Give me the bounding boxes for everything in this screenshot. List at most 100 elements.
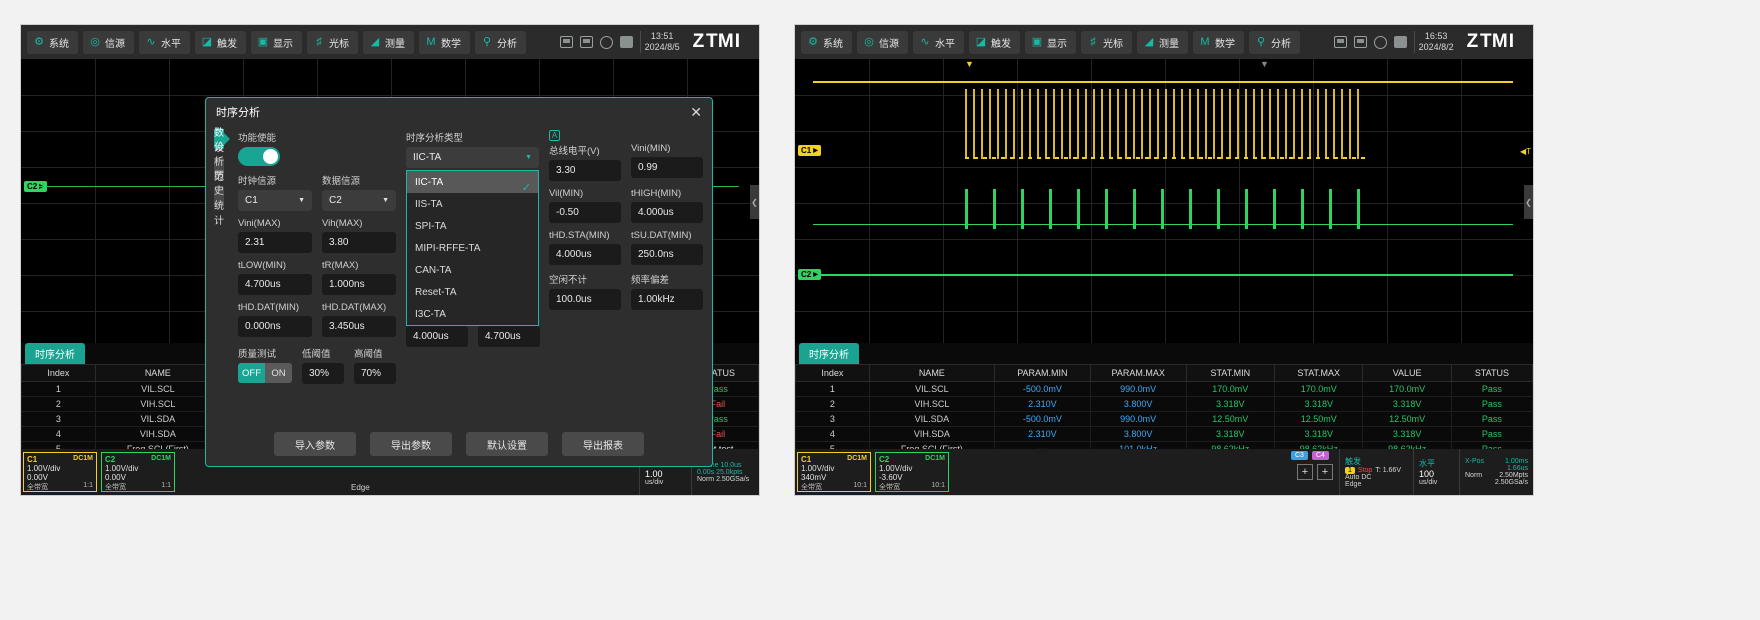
toolbar-item-system[interactable]: ⚙ 系统 — [801, 30, 852, 54]
chip-c3[interactable]: C3 — [1291, 451, 1308, 460]
screenshot-icon[interactable] — [559, 36, 573, 48]
channel-marker-c1[interactable]: C1 — [798, 145, 821, 156]
trigger-position-marker-c1[interactable]: ▼ — [965, 59, 974, 69]
toolbar-item-system[interactable]: ⚙ 系统 — [27, 30, 78, 54]
horizontal-settings-right[interactable]: 水平 100 us/div — [1413, 449, 1459, 495]
hidden-input-2[interactable]: 4.700us — [478, 326, 540, 347]
channel-box-c1[interactable]: C1 DC1M 1.00V/div 340mV 全带宽 10:1 — [797, 452, 871, 492]
quality-test-toggle[interactable]: OFF ON — [238, 363, 292, 383]
th-status: STATUS — [1450, 364, 1533, 382]
quality-on-option[interactable]: ON — [265, 363, 292, 383]
waveform-area-right[interactable]: C1 C2 ◀T ▼ ▼ ❮ — [795, 59, 1533, 345]
tlow-min-input[interactable]: 4.700us — [238, 274, 312, 295]
toolbar-item-cursor[interactable]: ♯ 光标 — [307, 30, 358, 54]
toolbar-item-trigger[interactable]: ◪ 触发 — [969, 30, 1020, 54]
channel-box-c1[interactable]: C1 DC1M 1.00V/div 0.00V 全带宽 1:1 — [23, 452, 97, 492]
cell-stat-min: 12.50mV — [1185, 411, 1276, 427]
results-tab-label[interactable]: 时序分析 — [25, 343, 85, 364]
save-icon[interactable] — [1353, 36, 1367, 48]
toolbar-item-analysis[interactable]: ⚲ 分析 — [475, 30, 526, 54]
vini-min-input[interactable]: 0.99 — [631, 157, 703, 178]
dropdown-option-spi-ta[interactable]: SPI-TA — [415, 220, 447, 232]
field-tlow-min: tLOW(MIN) 4.700us — [238, 260, 312, 295]
vil-min-input[interactable]: -0.50 — [549, 202, 621, 223]
quickaction-icon[interactable] — [619, 36, 633, 48]
add-channel-button-1[interactable]: + — [1297, 464, 1313, 480]
timebase-info-right[interactable]: X-Pos 1.00ms 1.66us Norm 2.50Mpts 2.50GSa/… — [1459, 449, 1533, 495]
panel-collapse-handle[interactable]: ❮ — [1524, 185, 1533, 219]
math-icon: M — [1200, 35, 1210, 48]
table-row[interactable]: 2 VIH.SCL 2.310V 3.800V 3.318V 3.318V 3.318V Pa… — [795, 396, 1533, 412]
tsudat-min-input[interactable]: 250.0ns — [631, 244, 703, 265]
panel-collapse-handle[interactable]: ❮ — [750, 185, 759, 219]
dropdown-option-iic-ta[interactable]: IIC-TA ✓ — [407, 171, 538, 194]
dropdown-option-iis-ta[interactable]: IIS-TA — [415, 198, 443, 210]
toolbar-item-math[interactable]: M 数学 — [419, 30, 470, 54]
channel-box-c2[interactable]: C2 DC1M 1.00V/div 0.00V 全带宽 1:1 — [101, 452, 175, 492]
thddat-min-input[interactable]: 0.000ns — [238, 316, 312, 337]
vih-max-input[interactable]: 3.80 — [322, 232, 396, 253]
results-tab-label[interactable]: 时序分析 — [799, 343, 859, 364]
quality-off-option[interactable]: OFF — [238, 363, 265, 383]
channel-marker-c2[interactable]: C2 — [24, 181, 47, 192]
trigger-settings-right[interactable]: 触发 1 Stop T: 1.66V Auto DC Edge — [1339, 449, 1413, 495]
ch-name: C2 — [105, 455, 116, 464]
tr-max-input[interactable]: 1.000ns — [322, 274, 396, 295]
close-icon[interactable]: ✕ — [690, 104, 702, 120]
toolbar-item-measure[interactable]: ◢ 测量 — [1137, 30, 1188, 54]
function-enable-toggle[interactable] — [238, 147, 280, 166]
dropdown-option-mipi-rffe-ta[interactable]: MIPI-RFFE-TA — [415, 242, 481, 254]
data-source-select[interactable]: C2 ▼ — [322, 190, 396, 211]
sample-rate: 2.50GSa/s — [1494, 479, 1528, 486]
analysis-type-select[interactable]: IIC-TA ▼ — [406, 147, 539, 168]
ch-name: C1 — [801, 455, 812, 464]
thigh-min-input[interactable]: 4.000us — [631, 202, 703, 223]
high-threshold-input[interactable]: 70% — [354, 363, 396, 384]
hidden-input-1[interactable]: 4.000us — [406, 326, 468, 347]
toolbar-item-source[interactable]: ◎ 信源 — [83, 30, 134, 54]
screenshot-icon[interactable] — [1333, 36, 1347, 48]
toolbar-item-horizontal[interactable]: ∿ 水平 — [139, 30, 190, 54]
table-row[interactable]: 4 VIH.SDA 2.310V 3.800V 3.318V 3.318V 3.318V Pa… — [795, 426, 1533, 442]
import-params-button[interactable]: 导入参数 — [274, 432, 356, 456]
export-report-button[interactable]: 导出报表 — [562, 432, 644, 456]
bus-level-input[interactable]: 3.30 — [549, 160, 621, 181]
toolbar-item-display[interactable]: ▣ 显示 — [251, 30, 302, 54]
trigger-level-marker[interactable]: ◀T — [1519, 147, 1531, 156]
thdsta-min-input[interactable]: 4.000us — [549, 244, 621, 265]
channel-marker-c2[interactable]: C2 — [798, 269, 821, 280]
add-channel-button-2[interactable]: + — [1317, 464, 1333, 480]
dropdown-option-reset-ta[interactable]: Reset-TA — [415, 286, 457, 298]
save-icon[interactable] — [579, 36, 593, 48]
toolbar-item-cursor[interactable]: ♯ 光标 — [1081, 30, 1132, 54]
toolbar-item-math[interactable]: M 数学 — [1193, 30, 1244, 54]
toolbar-item-display[interactable]: ▣ 显示 — [1025, 30, 1076, 54]
vini-max-input[interactable]: 2.31 — [238, 232, 312, 253]
channel-box-c2[interactable]: C2 DC1M 1.00V/div -3.60V 全带宽 10:1 — [875, 452, 949, 492]
dropdown-option-can-ta[interactable]: CAN-TA — [415, 264, 452, 276]
toolbar-item-trigger[interactable]: ◪ 触发 — [195, 30, 246, 54]
help-icon[interactable] — [599, 35, 613, 49]
export-params-button[interactable]: 导出参数 — [370, 432, 452, 456]
field-label: tHD.STA(MIN) — [549, 230, 610, 241]
ch-coupling: DC1M — [151, 455, 171, 462]
toolbar-item-source[interactable]: ◎ 信源 — [857, 30, 908, 54]
trigger-position-marker-aux[interactable]: ▼ — [1260, 59, 1269, 69]
tab-history-stats[interactable]: 历史统计 — [214, 171, 224, 227]
toolbar-item-measure[interactable]: ◢ 测量 — [363, 30, 414, 54]
help-icon[interactable] — [1373, 35, 1387, 49]
toolbar-item-analysis[interactable]: ⚲ 分析 — [1249, 30, 1300, 54]
default-settings-button[interactable]: 默认设置 — [466, 432, 548, 456]
clock-source-select[interactable]: C1 ▼ — [238, 190, 312, 211]
dialog-header: 时序分析 ✕ — [206, 98, 712, 126]
idle-ignore-input[interactable]: 100.0us — [549, 289, 621, 310]
quickaction-icon[interactable] — [1393, 36, 1407, 48]
low-threshold-input[interactable]: 30% — [302, 363, 344, 384]
dropdown-option-i3c-ta[interactable]: I3C-TA — [415, 308, 446, 320]
freq-deviation-input[interactable]: 1.00kHz — [631, 289, 703, 310]
toolbar-item-horizontal[interactable]: ∿ 水平 — [913, 30, 964, 54]
thddat-max-input[interactable]: 3.450us — [322, 316, 396, 337]
chip-c4[interactable]: C4 — [1311, 451, 1329, 460]
